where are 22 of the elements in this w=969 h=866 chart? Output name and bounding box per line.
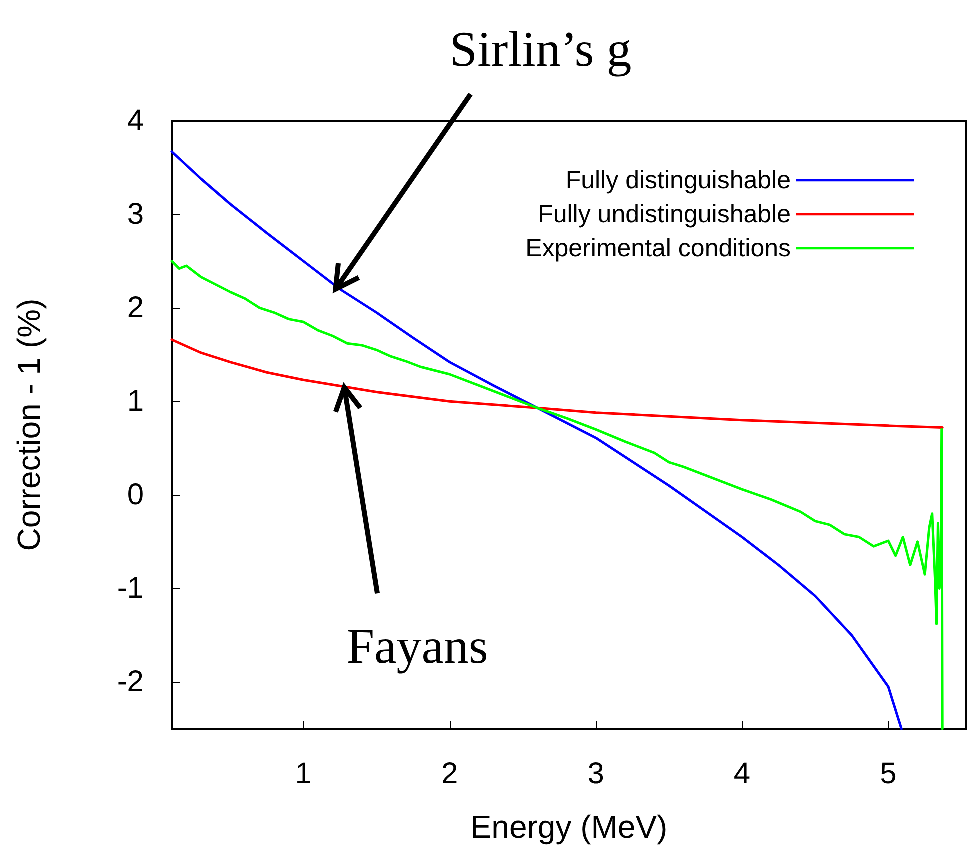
x-tick-label: 2 [441,758,458,790]
y-tick-label: 2 [127,292,144,325]
legend-label: Fully distinguishable [566,166,791,194]
y-axis-title: Correction - 1 (%) [11,298,47,552]
x-axis-title: Energy (MeV) [470,809,668,845]
y-tick-label: 1 [127,385,144,418]
y-tick-label: 4 [127,104,144,138]
legend-label: Experimental conditions [526,234,791,262]
annotation: Fayans [346,616,488,675]
y-tick-label: 3 [127,198,144,232]
line-series [170,338,944,430]
y-tick-label: -1 [117,572,144,606]
y-tick-label: 0 [127,478,144,512]
y-tick-label: -2 [117,666,144,699]
x-tick-label: 5 [880,758,897,790]
line-series [170,260,944,730]
legend-label: Fully undistinguishable [538,200,791,228]
x-tick-label: 4 [734,758,751,790]
x-tick-label: 3 [588,758,604,790]
line-series [170,150,903,730]
annotation: Sirlin’s g [450,20,632,78]
x-tick-label: 1 [295,758,312,790]
